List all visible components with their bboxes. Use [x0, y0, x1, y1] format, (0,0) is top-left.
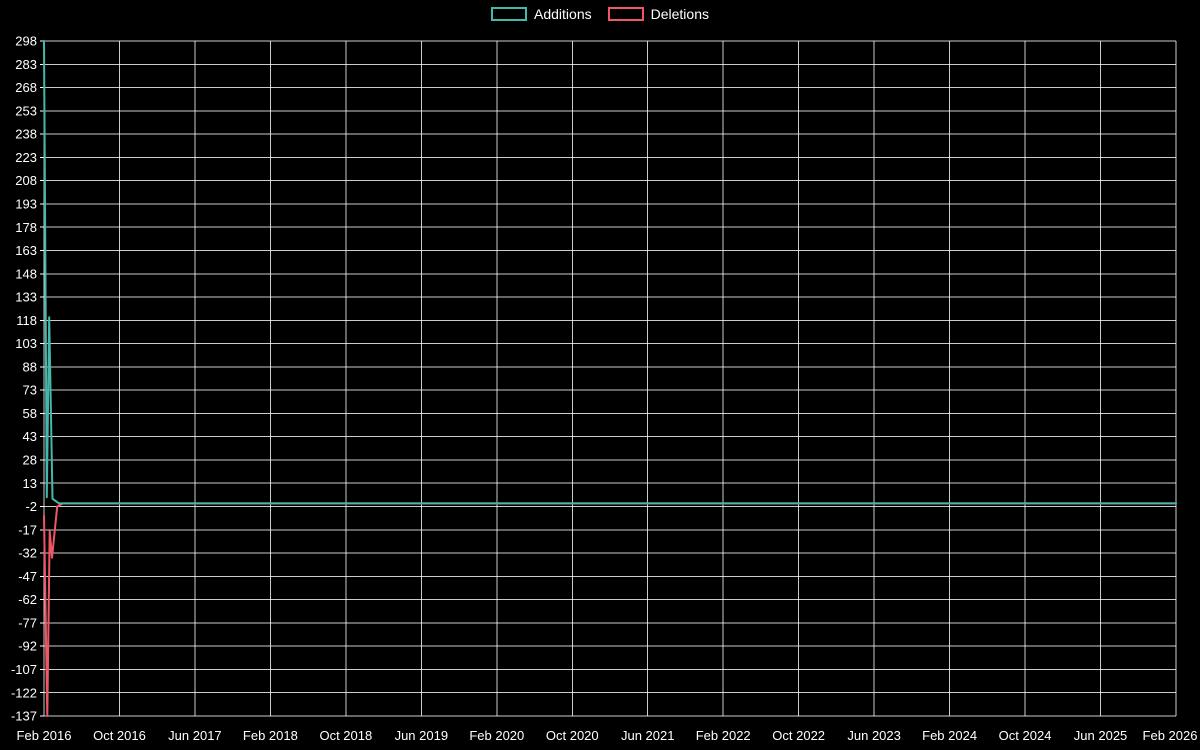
x-tick-label: Jun 2021: [621, 728, 675, 743]
y-tick-label: -137: [11, 709, 37, 724]
y-tick-label: 253: [15, 103, 37, 118]
y-tick-label: -122: [11, 685, 37, 700]
y-tick-label: 178: [15, 220, 37, 235]
y-tick-label: 238: [15, 127, 37, 142]
y-tick-label: 13: [23, 476, 37, 491]
x-tick-label: Oct 2020: [546, 728, 599, 743]
y-tick-label: 133: [15, 290, 37, 305]
y-tick-label: 118: [16, 313, 37, 328]
deletions-swatch-icon: [607, 7, 644, 21]
y-tick-label: 298: [15, 34, 37, 49]
y-tick-label: -77: [18, 615, 37, 630]
legend-item-deletions[interactable]: Deletions: [607, 6, 709, 22]
x-tick-label: Jun 2023: [847, 728, 901, 743]
y-tick-label: 73: [23, 383, 37, 398]
additions-swatch-icon: [491, 7, 528, 21]
y-tick-label: -92: [18, 639, 37, 654]
y-tick-label: 268: [15, 80, 37, 95]
x-tick-label: Oct 2024: [999, 728, 1052, 743]
x-tick-label: Oct 2018: [319, 728, 372, 743]
y-tick-label: -47: [18, 569, 37, 584]
series-line-additions: [43, 40, 1177, 505]
x-tick-label: Feb 2024: [922, 728, 977, 743]
x-tick-label: Jun 2019: [395, 728, 449, 743]
x-tick-label: Feb 2026: [1143, 728, 1198, 743]
y-tick-label: -17: [18, 522, 37, 537]
series-line-deletions: [43, 502, 1177, 717]
y-tick-label: 28: [23, 453, 37, 468]
x-tick-label: Oct 2016: [93, 728, 146, 743]
y-tick-label: 283: [15, 57, 37, 72]
y-tick-label: 43: [23, 429, 37, 444]
y-tick-label: 88: [23, 359, 37, 374]
y-tick-label: -32: [18, 546, 37, 561]
x-tick-label: Feb 2022: [696, 728, 751, 743]
x-tick-label: Oct 2022: [772, 728, 825, 743]
x-tick-label: Feb 2018: [243, 728, 298, 743]
x-tick-label: Jun 2025: [1074, 728, 1128, 743]
y-tick-label: -107: [11, 662, 37, 677]
x-tick-label: Feb 2016: [17, 728, 72, 743]
y-tick-label: 103: [15, 336, 37, 351]
y-tick-label: 193: [15, 196, 37, 211]
y-tick-label: 223: [15, 150, 37, 165]
y-tick-label: -62: [18, 592, 37, 607]
x-tick-label: Feb 2020: [469, 728, 524, 743]
legend-label-additions: Additions: [534, 6, 592, 22]
y-tick-label: 148: [15, 266, 37, 281]
y-tick-label: 208: [15, 173, 37, 188]
legend-item-additions[interactable]: Additions: [491, 7, 592, 21]
legend-label-deletions: Deletions: [650, 6, 709, 22]
y-tick-label: -2: [25, 499, 37, 514]
y-tick-label: 58: [23, 406, 37, 421]
y-tick-label: 163: [15, 243, 37, 258]
x-tick-label: Jun 2017: [168, 728, 222, 743]
chart-legend: Additions Deletions: [0, 7, 1200, 21]
